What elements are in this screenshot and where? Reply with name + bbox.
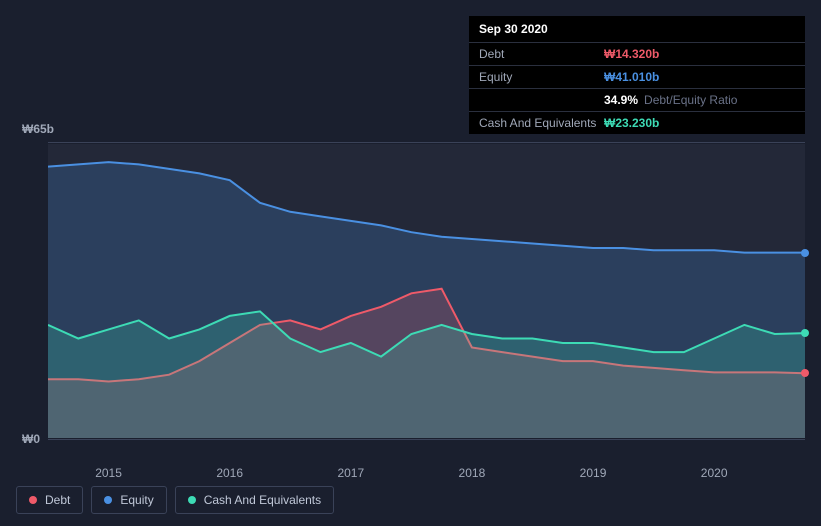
info-row: Cash And Equivalents₩23.230b xyxy=(469,111,805,134)
info-row-label: Equity xyxy=(479,70,604,84)
legend-label: Equity xyxy=(120,493,153,507)
x-tick: 2015 xyxy=(95,466,122,480)
series-end-dot xyxy=(801,329,809,337)
plot-area: 201520162017201820192020 xyxy=(48,144,805,438)
chart: ₩65b ₩0 201520162017201820192020 xyxy=(16,122,805,440)
info-row-label: Debt xyxy=(479,47,604,61)
x-tick: 2020 xyxy=(701,466,728,480)
series-end-dot xyxy=(801,369,809,377)
legend-item[interactable]: Debt xyxy=(16,486,83,514)
legend-dot-icon xyxy=(104,496,112,504)
info-row-value: ₩41.010b xyxy=(604,70,659,84)
info-row: 34.9%Debt/Equity Ratio xyxy=(469,88,805,111)
legend: Debt Equity Cash And Equivalents xyxy=(16,486,334,514)
info-row-value: ₩14.320b xyxy=(604,47,659,61)
y-max-label: ₩65b xyxy=(22,122,54,136)
x-tick: 2019 xyxy=(580,466,607,480)
info-row-value: ₩23.230b xyxy=(604,116,659,130)
info-row: Debt₩14.320b xyxy=(469,42,805,65)
info-date: Sep 30 2020 xyxy=(469,16,805,42)
x-tick: 2017 xyxy=(337,466,364,480)
legend-label: Debt xyxy=(45,493,70,507)
series-end-dot xyxy=(801,249,809,257)
info-row: Equity₩41.010b xyxy=(469,65,805,88)
gridline-top xyxy=(48,142,805,143)
info-row-value: 34.9%Debt/Equity Ratio xyxy=(604,93,737,107)
info-row-label xyxy=(479,93,604,107)
info-row-subtext: Debt/Equity Ratio xyxy=(644,93,737,107)
x-tick: 2018 xyxy=(459,466,486,480)
legend-dot-icon xyxy=(29,496,37,504)
info-tooltip: Sep 30 2020 Debt₩14.320bEquity₩41.010b34… xyxy=(469,16,805,134)
legend-label: Cash And Equivalents xyxy=(204,493,321,507)
chart-svg xyxy=(48,144,805,438)
legend-item[interactable]: Equity xyxy=(91,486,166,514)
legend-dot-icon xyxy=(188,496,196,504)
legend-item[interactable]: Cash And Equivalents xyxy=(175,486,334,514)
x-tick: 2016 xyxy=(216,466,243,480)
y-min-label: ₩0 xyxy=(22,432,40,446)
gridline-bottom xyxy=(48,439,805,440)
info-row-label: Cash And Equivalents xyxy=(479,116,604,130)
